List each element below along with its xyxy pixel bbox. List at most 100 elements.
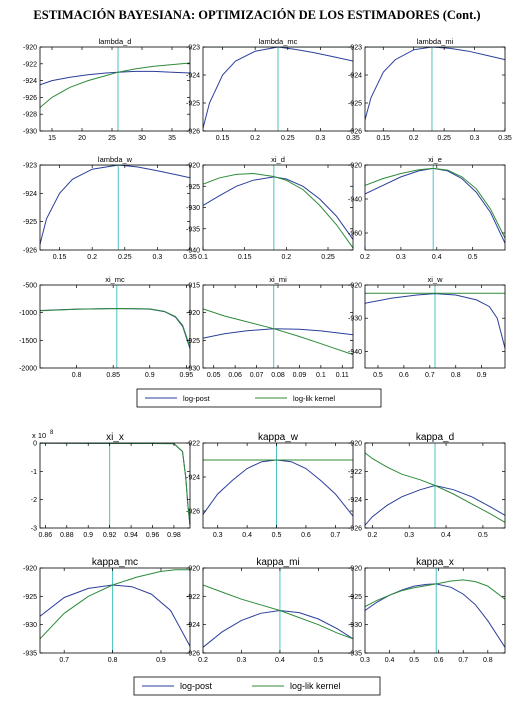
legend-2: log-post log-lik kernel [133,676,381,696]
x-tick-label: 0.25 [118,254,132,261]
x-tick-label: 0.5 [272,532,282,539]
y-tick-label: -935 [348,651,362,658]
x-tick-label: 0.07 [250,372,264,379]
y-tick-label: -1500 [19,338,37,345]
x-tick-label: 0.8 [451,372,461,379]
x-tick-label: 0.6 [301,532,311,539]
x-tick-label: 0.9 [477,372,487,379]
y-tick-label: -930 [186,205,200,212]
y-tick-label: -500 [23,283,37,290]
axis-exponent: 8 [50,430,54,436]
x-tick-label: 0.15 [53,254,67,261]
y-tick-label: -928 [23,112,37,119]
series-log-post [40,307,190,349]
y-tick-label: -925 [186,184,200,191]
y-tick-label: -925 [348,594,362,601]
x-tick-label: 0.9 [83,532,93,539]
y-tick-label: -2 [31,497,37,504]
series-log-lik-kernel [365,452,505,523]
x-tick-label: 0.3 [213,532,223,539]
x-tick-label: 0.95 [180,372,194,379]
x-tick-label: 0.25 [321,254,335,261]
y-tick-label: -920 [348,441,362,448]
plot-frame [39,284,191,369]
subplot-xi-mc: xi_mc 0.8 0.85 0.9 0.95 -500 -1000 -1500 -2000 [19,275,193,379]
x-tick-label: 0.7 [458,657,468,664]
y-tick-label: -924 [186,73,200,80]
x-tick-label: 0.94 [124,532,138,539]
subplot-title: xi_d [271,155,285,164]
legend-1: log-post log-lik kernel [136,388,382,408]
subplot-lambda-mc: lambda_mc 0.15 0.2 0.25 0.3 0.35 -923 -924 -925 -… [186,37,360,142]
series-log-lik-kernel [365,167,505,239]
x-tick-label: 0.88 [60,532,74,539]
x-tick-label: 0.25 [281,135,295,142]
x-tick-label: 0.5 [409,657,419,664]
x-tick-label: 0.6 [434,657,444,664]
y-tick-label: -915 [186,283,200,290]
y-tick-label: -920 [186,163,200,170]
x-tick-label: 0.4 [275,657,285,664]
x-tick-label: 0.05 [207,372,221,379]
x-tick-label: 0.92 [103,532,117,539]
x-tick-label: 0.3 [360,657,370,664]
y-tick-label: -920 [23,566,37,573]
x-tick-label: 0.2 [368,532,378,539]
y-tick-label: -920 [186,310,200,317]
y-tick-label: -924 [186,622,200,629]
x-tick-label: 35 [168,135,176,142]
y-tick-label: -922 [348,469,362,476]
y-tick-label: -935 [23,651,37,658]
subplot-kappa-mi: kappa_mi 0.2 0.3 0.4 0.5 -920 -922 -924 -926 [186,557,354,664]
y-tick-label: -924 [348,497,362,504]
plot-frame [202,46,354,132]
x-tick-label: 15 [48,135,56,142]
series-log-post [365,167,505,244]
series-log-post [365,293,505,349]
plot-frame [202,567,354,654]
x-tick-label: 0.3 [316,135,326,142]
x-tick-label: 0.2 [250,135,260,142]
y-tick-label: -940 [348,349,362,356]
x-tick-label: 0.9 [145,372,155,379]
subplot-title: lambda_w [98,155,133,164]
x-tick-label: 0.4 [242,532,252,539]
x-tick-label: 0.35 [183,254,197,261]
x-tick-label: 0.08 [271,372,285,379]
x-tick-label: 0.9 [156,657,166,664]
subplot-xi-d: xi_d 0.1 0.15 0.2 0.25 -920 -925 -930 -935 -940 [186,155,354,261]
series-log-lik-kernel [40,569,190,640]
y-tick-label: -925 [186,338,200,345]
plot-frame [39,164,191,251]
x-tick-label: 25 [108,135,116,142]
x-tick-label: 0.85 [106,372,120,379]
y-tick-label: -926 [186,509,200,516]
series-log-post [40,443,190,526]
y-tick-label: -930 [23,129,37,136]
plot-frame [39,46,191,132]
x-tick-label: 0.5 [314,657,324,664]
series-log-post [365,583,505,648]
x-tick-label: 0.09 [293,372,307,379]
series-log-lik-kernel [203,584,353,640]
subplot-title: kappa_mi [256,557,299,568]
x-tick-label: 0.7 [425,372,435,379]
legend-label-log-lik-kernel: log-lik kernel [293,394,335,403]
series-log-lik-kernel [203,172,353,249]
series-log-post [40,584,190,647]
series-log-post [365,484,505,526]
x-tick-label: 0.5 [468,254,478,261]
y-tick-label: -926 [23,95,37,102]
subplot-title: xi_w [427,275,443,284]
y-tick-label: -3 [31,526,37,533]
x-tick-label: 0.3 [153,254,163,261]
plot-frame [364,567,506,654]
x-tick-label: 0.11 [336,372,349,379]
legend-label-log-post: log-post [180,681,213,691]
plot-frame [202,442,354,529]
y-tick-label: -925 [23,594,37,601]
x-tick-label: 0.2 [360,254,370,261]
y-tick-label: -922 [23,61,37,68]
y-tick-label: -930 [348,316,362,323]
